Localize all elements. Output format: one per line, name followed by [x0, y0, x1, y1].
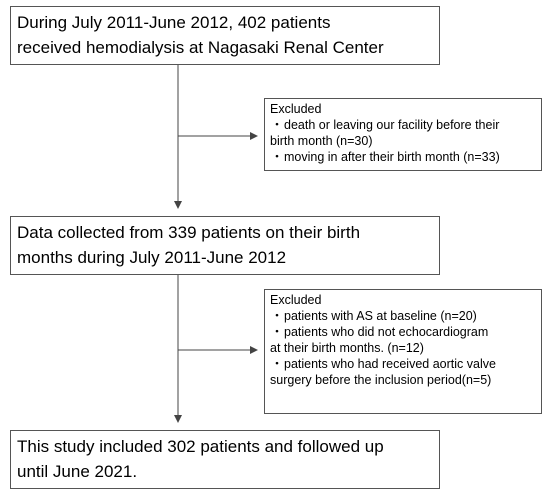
bullet: ・ [270, 357, 284, 371]
exclusion-2-item-text: patients who had received aortic valve [284, 357, 496, 371]
exclusion-2-item: ・ patients who did not echocardiogram [270, 324, 536, 340]
box-initial-line-2: received hemodialysis at Nagasaki Renal … [17, 38, 384, 57]
exclusion-1-heading: Excluded [270, 102, 322, 116]
box-initial-patients: During July 2011-June 2012, 402 patients… [10, 6, 440, 65]
box-exclusion-2: Excluded ・ patients with AS at baseline … [264, 289, 542, 414]
exclusion-2-item: ・ patients who had received aortic valve [270, 356, 536, 372]
box-included-line-2: until June 2021. [17, 462, 138, 481]
exclusion-1-item-text-cont: birth month (n=30) [270, 134, 373, 148]
box-initial-line-1: During July 2011-June 2012, 402 patients [17, 13, 331, 32]
exclusion-1-item: ・ death or leaving our facility before t… [270, 117, 536, 133]
exclusion-2-item-text: patients who did not echocardiogram [284, 325, 489, 339]
box-collected-line-2: months during July 2011-June 2012 [17, 248, 287, 267]
box-data-collected: Data collected from 339 patients on thei… [10, 216, 440, 275]
bullet: ・ [270, 325, 284, 339]
exclusion-2-item-text: patients with AS at baseline (n=20) [284, 309, 477, 323]
bullet: ・ [270, 309, 284, 323]
box-study-included: This study included 302 patients and fol… [10, 430, 440, 489]
box-included-line-1: This study included 302 patients and fol… [17, 437, 384, 456]
bullet: ・ [270, 118, 284, 132]
exclusion-2-item: ・ patients with AS at baseline (n=20) [270, 308, 536, 324]
box-exclusion-1: Excluded ・ death or leaving our facility… [264, 98, 542, 171]
bullet: ・ [270, 150, 284, 164]
exclusion-2-item-text-cont: surgery before the inclusion period(n=5) [270, 373, 492, 387]
exclusion-1-item-text: moving in after their birth month (n=33) [284, 150, 500, 164]
exclusion-2-item-text-cont: at their birth months. (n=12) [270, 341, 424, 355]
exclusion-1-item: ・ moving in after their birth month (n=3… [270, 149, 536, 165]
exclusion-1-item-text: death or leaving our facility before the… [284, 118, 500, 132]
exclusion-2-heading: Excluded [270, 293, 322, 307]
box-collected-line-1: Data collected from 339 patients on thei… [17, 223, 361, 242]
